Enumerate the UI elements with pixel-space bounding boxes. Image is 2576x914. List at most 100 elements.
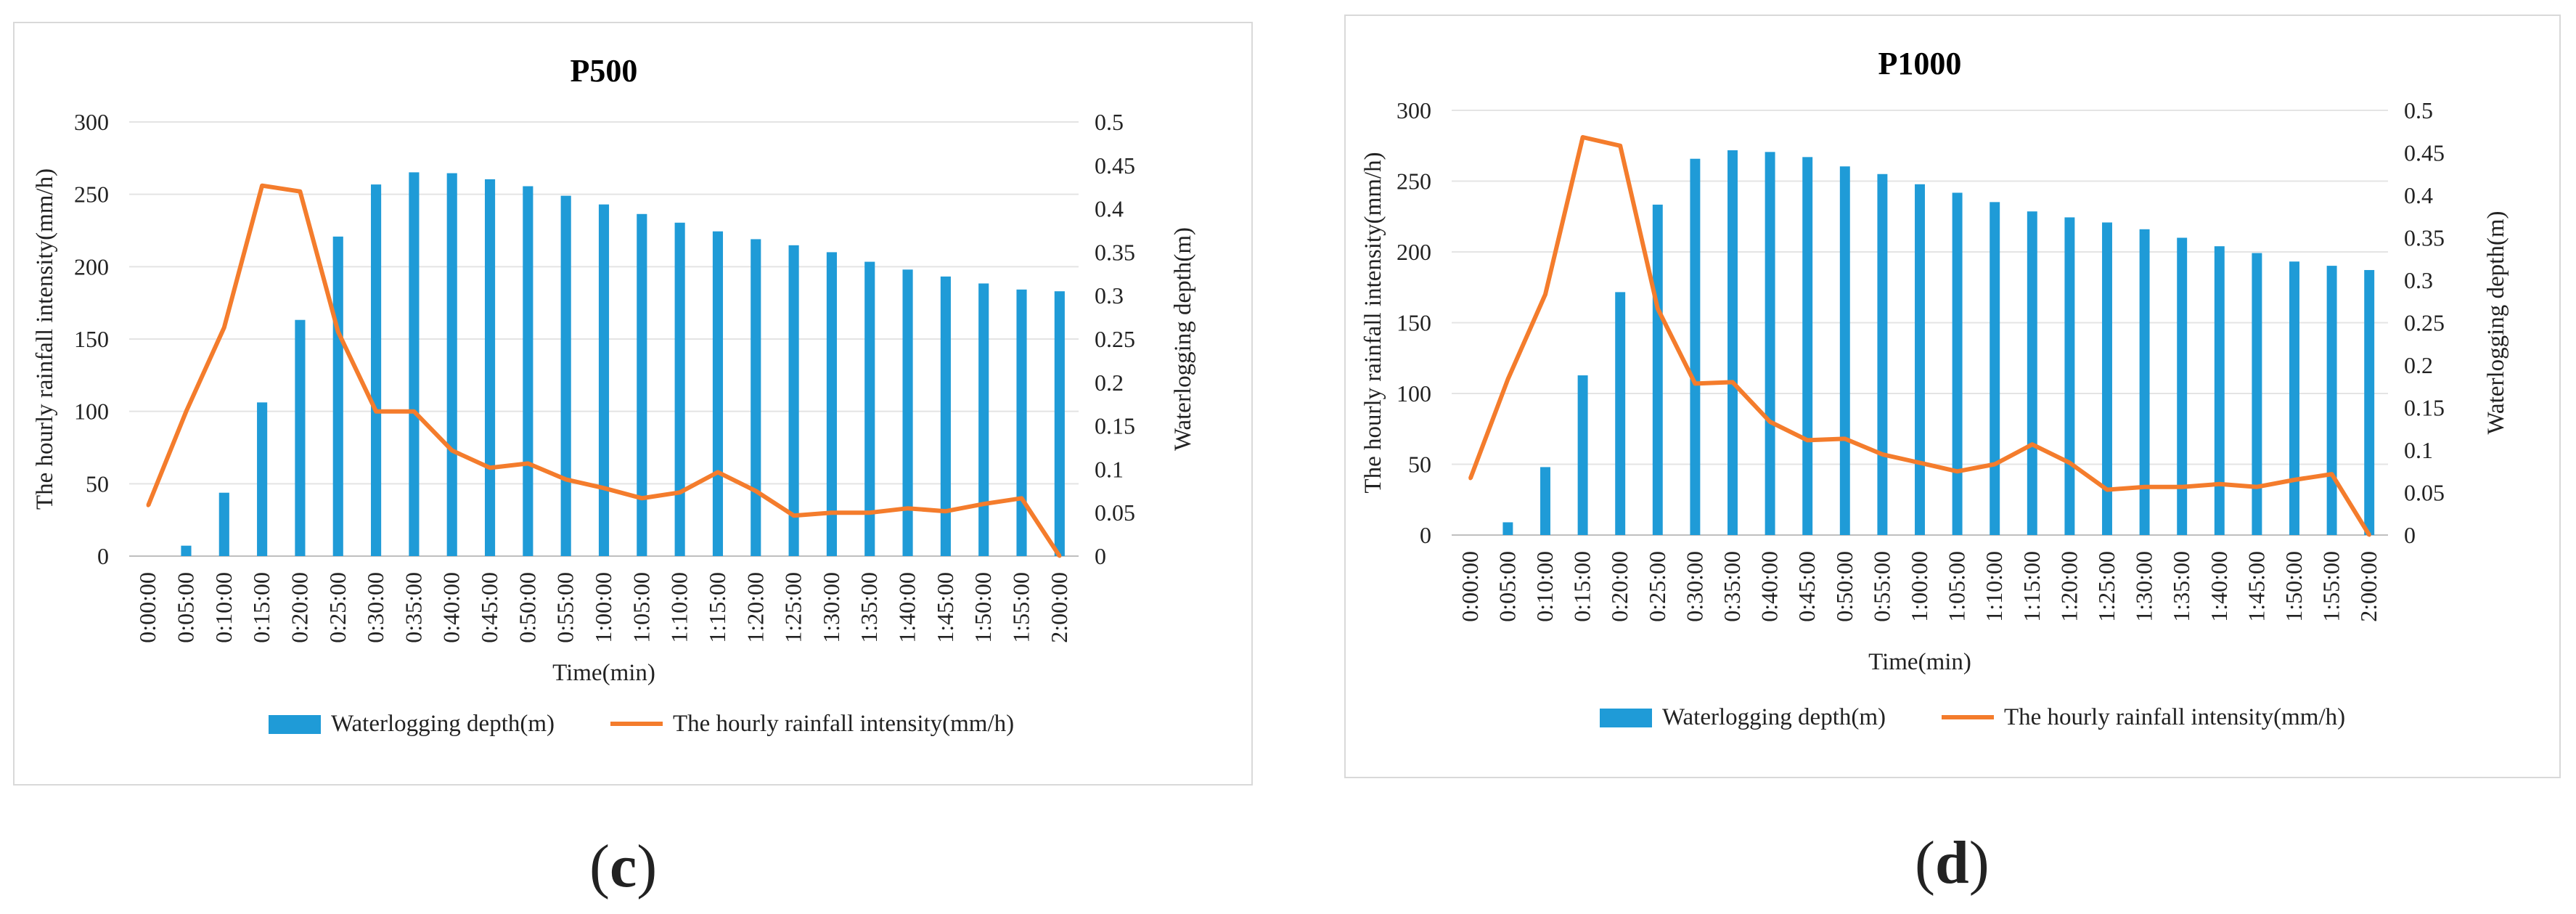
x-tick-label: 0:15:00 [1569,551,1595,622]
depth-bar [1990,202,2000,535]
y-right-tick-label: 0.2 [2404,352,2433,378]
rainfall-point [906,506,910,510]
rainfall-point [2254,485,2259,489]
y-right-tick-label: 0.1 [2404,437,2433,463]
rainfall-point [1656,306,1660,311]
depth-bar [2214,246,2225,535]
x-tick-label: 1:50:00 [2281,551,2307,622]
depth-bar [2326,266,2337,535]
x-tick-label: 1:45:00 [932,572,958,643]
rainfall-point [1505,378,1510,381]
x-tick-label: 1:10:00 [1981,551,2007,622]
depth-bar [2252,253,2262,535]
chart-title: P500 [571,53,638,89]
depth-bar [2364,269,2375,535]
y-right-axis-title: Waterlogging depth(m) [1170,227,1196,451]
x-tick-label: 0:30:00 [362,572,388,643]
rainfall-point [2105,488,2109,492]
y-left-tick-label: 0 [97,543,109,569]
y-left-tick-label: 50 [1408,452,1431,478]
rainfall-point [753,489,758,493]
depth-bar [1802,157,1813,536]
depth-bar [712,231,724,556]
rainfall-point [1020,496,1024,500]
rainfall-point [1880,452,1884,457]
y-right-tick-label: 0.35 [2404,225,2445,251]
y-right-tick-label: 0.35 [1095,239,1135,265]
depth-bar [257,402,268,556]
y-left-tick-label: 100 [1397,380,1431,407]
y-right-tick-label: 0.05 [1095,499,1135,526]
x-tick-label: 1:05:00 [1944,551,1970,622]
x-tick-label: 0:30:00 [1681,551,1707,622]
x-tick-label: 0:55:00 [1868,551,1894,622]
x-tick-label: 0:00:00 [1457,551,1483,622]
rainfall-point [867,510,872,515]
depth-bar [1952,192,1963,535]
rainfall-point [1843,436,1847,441]
y-right-axis-title: Waterlogging depth(m) [2483,211,2509,434]
x-axis-title: Time(min) [552,660,655,686]
depth-bar [1915,184,1925,536]
legend-label-rainfall: The hourly rainfall intensity(mm/h) [673,711,1014,737]
rainfall-point [830,510,834,515]
legend-swatch-depth [1600,709,1652,727]
y-right-tick-label: 0.15 [2404,395,2445,421]
y-right-tick-label: 0.1 [1095,456,1124,482]
rainfall-point [792,513,796,518]
depth-bar [1652,204,1663,535]
x-tick-label: 0:50:00 [514,572,540,643]
depth-bar [751,239,761,556]
y-left-tick-label: 200 [74,253,109,279]
rainfall-point [1805,438,1810,442]
depth-bar [864,261,875,556]
depth-bar [2102,222,2112,535]
rainfall-point [298,189,302,194]
rainfall-point [260,184,264,188]
depth-bar [484,179,496,556]
rainfall-point [412,409,416,414]
legend-swatch-depth [269,715,321,734]
x-tick-label: 1:20:00 [2056,551,2082,622]
rainfall-point [981,502,986,506]
chart-panel-c: P500 0 50 100 150 200 250 300 0 0.05 0.1 0.15 0.2 0.2… [13,22,1253,786]
x-tick-label: 0:55:00 [552,572,578,643]
panel-label-d: (d) [1915,829,1990,897]
y-left-tick-label: 250 [1397,168,1431,195]
rainfall-point [944,509,948,513]
legend-label-rainfall: The hourly rainfall intensity(mm/h) [2004,704,2345,730]
panel-label-c: (c) [589,833,658,900]
x-tick-label: 1:40:00 [2206,551,2232,622]
x-tick-label: 0:35:00 [400,572,426,643]
depth-bar [2027,211,2037,535]
x-tick-label: 0:40:00 [1757,551,1783,622]
depth-bar [446,173,457,557]
depth-bar [1839,166,1850,535]
rainfall-point [2030,442,2035,446]
depth-bar [332,236,343,556]
x-tick-label: 0:10:00 [1532,551,1558,622]
rainfall-point [1468,476,1473,481]
depth-bar [181,545,192,556]
rainfall-point [639,496,644,500]
x-tick-label: 0:05:00 [172,572,198,643]
rainfall-point [2367,533,2371,537]
depth-bar [1577,375,1588,535]
rainfall-point [146,503,150,507]
rainfall-point [2067,461,2072,465]
depth-bar [978,283,989,556]
x-tick-label: 1:35:00 [856,572,882,643]
x-tick-label: 1:00:00 [590,572,616,643]
depth-bar [2064,217,2075,535]
rainfall-point [1955,469,1960,473]
y-right-tick-label: 0.05 [2404,480,2445,506]
y-right-tick-label: 0 [1095,543,1106,569]
y-right-tick-label: 0 [2404,522,2416,548]
x-tick-label: 1:40:00 [894,572,920,643]
y-right-tick-label: 0.45 [2404,140,2445,166]
depth-bar [902,269,913,556]
rainfall-point [1543,293,1547,296]
x-tick-label: 1:30:00 [2131,551,2157,622]
depth-bar [218,492,229,556]
rainfall-point [336,330,340,334]
